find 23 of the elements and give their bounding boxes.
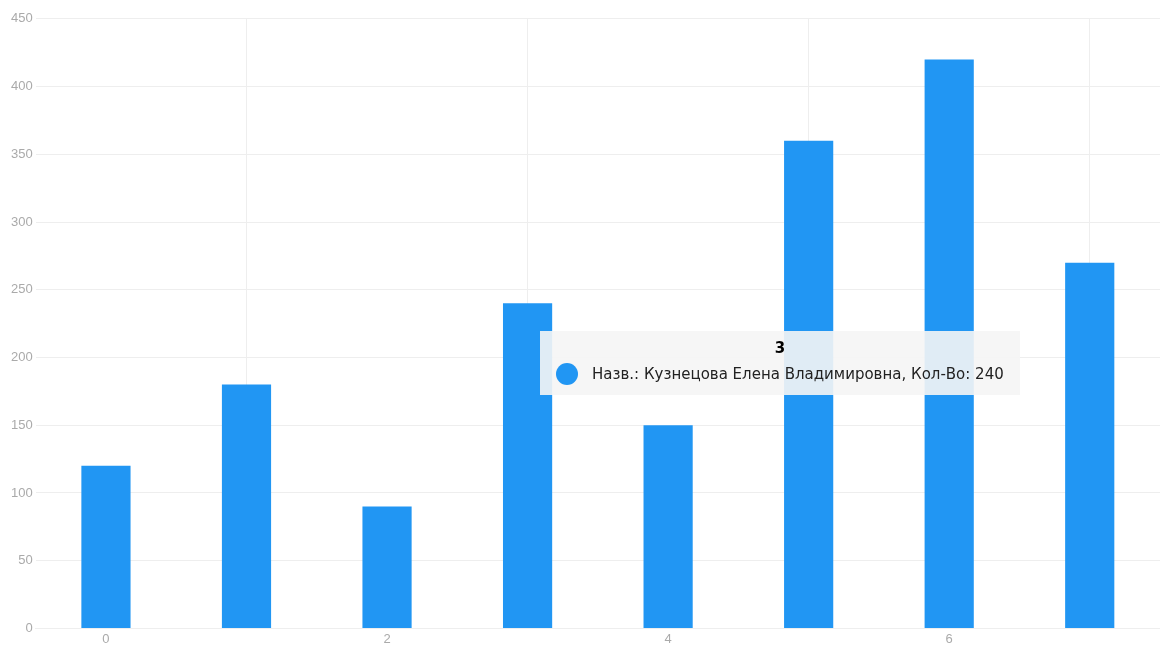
bar [221, 384, 272, 628]
x-tick-label: 2 [383, 630, 391, 646]
y-tick-label: 150 [10, 416, 33, 432]
y-tick-label: 400 [10, 78, 33, 94]
annotation: 3 [773, 339, 787, 357]
bar [1065, 262, 1115, 628]
y-tick-label: 250 [10, 281, 33, 297]
y-tick-label: 350 [10, 145, 33, 161]
tooltip-box: 3 Назв.: Кузнецова Елена Владимировна, Кол-Во: 240 [540, 331, 1020, 395]
x-tick-label: 4 [664, 630, 672, 646]
bar [81, 465, 131, 628]
bar [502, 303, 553, 628]
x-tick-label: 6 [945, 630, 953, 646]
y-tick-label: 100 [10, 484, 33, 500]
y-tick-label: 0 [25, 619, 33, 635]
y-tick-label: 50 [18, 552, 33, 568]
y-tick-label: 450 [10, 10, 33, 26]
bar [643, 425, 693, 628]
x-tick-label: 0 [102, 630, 110, 646]
y-tick-label: 200 [10, 349, 33, 365]
y-tick-label: 300 [10, 213, 33, 229]
bar [362, 506, 412, 628]
annotation: Назв.: Кузнецова Елена Владимировна, Кол-Во: 240 [592, 365, 1004, 383]
